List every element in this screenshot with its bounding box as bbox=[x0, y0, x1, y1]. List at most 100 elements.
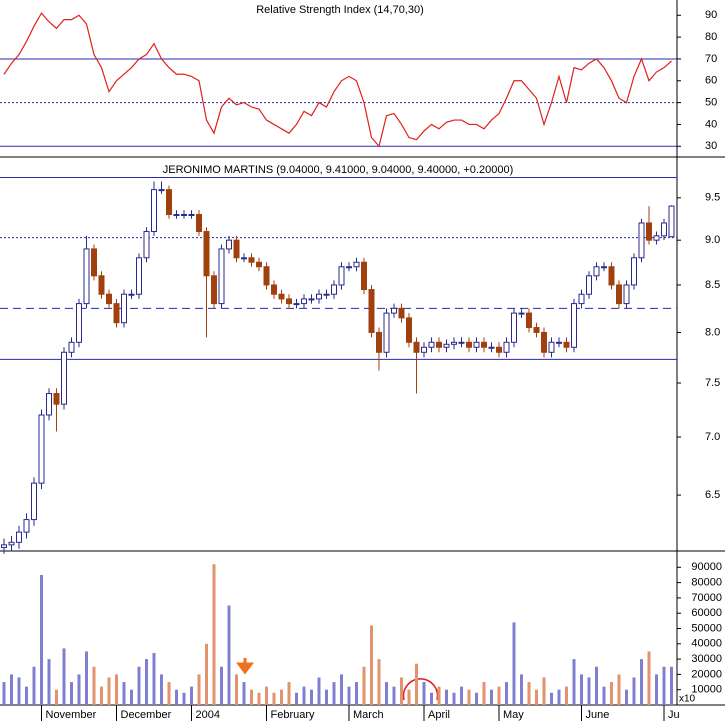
candle-body bbox=[473, 341, 480, 348]
candle-body bbox=[248, 257, 255, 263]
volume-bar bbox=[557, 689, 561, 705]
candle-body bbox=[511, 312, 517, 343]
volume-bar bbox=[670, 666, 673, 705]
candle-body bbox=[496, 346, 502, 353]
candle-body bbox=[458, 341, 465, 344]
volume-bar bbox=[107, 677, 111, 705]
y-tick-label: 6.5 bbox=[705, 489, 720, 501]
candle-body bbox=[136, 257, 142, 295]
volume-bar bbox=[497, 686, 501, 705]
candle-body bbox=[286, 298, 292, 305]
volume-bar bbox=[505, 682, 508, 705]
candle-body bbox=[53, 393, 60, 405]
volume-bar bbox=[565, 686, 568, 705]
volume-bar bbox=[100, 686, 103, 705]
candle-body bbox=[541, 331, 547, 353]
candle-body bbox=[143, 231, 150, 259]
volume-bar bbox=[295, 692, 298, 705]
volume-bar bbox=[70, 682, 73, 705]
volume-bar bbox=[392, 686, 396, 705]
volume-bar bbox=[602, 686, 606, 705]
candle-body bbox=[398, 307, 405, 319]
volume-bar bbox=[190, 686, 193, 705]
volume-bar bbox=[40, 574, 43, 705]
volume-bar bbox=[2, 682, 6, 705]
volume-bar bbox=[235, 674, 238, 705]
volume-bar bbox=[92, 666, 96, 705]
candle-body bbox=[188, 213, 195, 216]
candle-body bbox=[586, 275, 592, 295]
volume-bar bbox=[430, 692, 433, 705]
volume-bar bbox=[452, 692, 456, 705]
volume-bar bbox=[47, 659, 51, 705]
candle-body bbox=[1, 544, 7, 548]
volume-bar bbox=[527, 682, 531, 705]
volume-bar bbox=[332, 682, 336, 705]
candle-body bbox=[593, 266, 600, 277]
x-tick-label: April bbox=[428, 709, 450, 721]
candle-body bbox=[263, 266, 270, 286]
volume-bar bbox=[467, 689, 471, 705]
volume-bar bbox=[182, 692, 186, 705]
candle-body bbox=[46, 393, 52, 416]
volume-bar bbox=[197, 674, 201, 705]
candle-body bbox=[91, 248, 97, 277]
candle-body bbox=[503, 341, 510, 353]
candle-body bbox=[256, 261, 262, 268]
y-tick-label: 60 bbox=[705, 75, 717, 87]
y-tick-label: 60000 bbox=[691, 607, 722, 619]
volume-bar bbox=[310, 689, 313, 705]
candle-body bbox=[308, 298, 315, 301]
candle-body bbox=[8, 541, 15, 546]
candle-body bbox=[526, 312, 532, 329]
candle-body bbox=[563, 341, 570, 348]
candle-body bbox=[271, 284, 277, 295]
volume-bar bbox=[77, 674, 81, 705]
y-tick-label: 70000 bbox=[691, 592, 722, 604]
candle-body bbox=[556, 341, 562, 344]
volume-bar bbox=[85, 651, 88, 705]
candle-body bbox=[488, 346, 495, 349]
volume-bar bbox=[512, 622, 516, 705]
candle-body bbox=[638, 222, 645, 259]
x-tick-label: November bbox=[46, 709, 97, 721]
candle-body bbox=[451, 341, 457, 345]
candle-body bbox=[121, 293, 127, 324]
volume-bar bbox=[377, 659, 381, 705]
candle-body bbox=[31, 482, 37, 521]
candle-body bbox=[106, 293, 112, 305]
candle-body bbox=[353, 261, 360, 268]
candle-body bbox=[173, 213, 180, 216]
candle-body bbox=[413, 341, 420, 353]
volume-bar bbox=[632, 677, 636, 705]
candle-body bbox=[383, 312, 390, 353]
candle-body bbox=[623, 284, 630, 305]
volume-bar bbox=[17, 677, 21, 705]
candle-body bbox=[181, 213, 187, 216]
candle-body bbox=[166, 189, 172, 215]
candle-body bbox=[331, 284, 337, 295]
volume-bar bbox=[32, 666, 36, 705]
volume-unit: x10 bbox=[679, 694, 696, 705]
candle-body bbox=[661, 222, 667, 237]
candle-body bbox=[428, 341, 435, 348]
candle-body bbox=[278, 293, 285, 300]
volume-bar bbox=[490, 689, 493, 705]
volume-bar bbox=[10, 674, 13, 705]
candle-body bbox=[548, 341, 555, 353]
volume-bar bbox=[220, 666, 223, 705]
volume-bar bbox=[347, 686, 351, 705]
volume-bar bbox=[422, 682, 426, 705]
y-tick-label: 9.0 bbox=[705, 234, 720, 246]
volume-bar bbox=[115, 674, 118, 705]
rsi-line bbox=[3, 12, 672, 148]
candle-body bbox=[616, 284, 622, 305]
y-tick-label: 30 bbox=[705, 140, 717, 152]
volume-bar bbox=[400, 677, 403, 705]
volume-bar bbox=[287, 682, 291, 705]
y-tick-label: 20000 bbox=[691, 668, 722, 680]
x-tick-label: May bbox=[503, 709, 524, 721]
candle-body bbox=[346, 266, 352, 269]
